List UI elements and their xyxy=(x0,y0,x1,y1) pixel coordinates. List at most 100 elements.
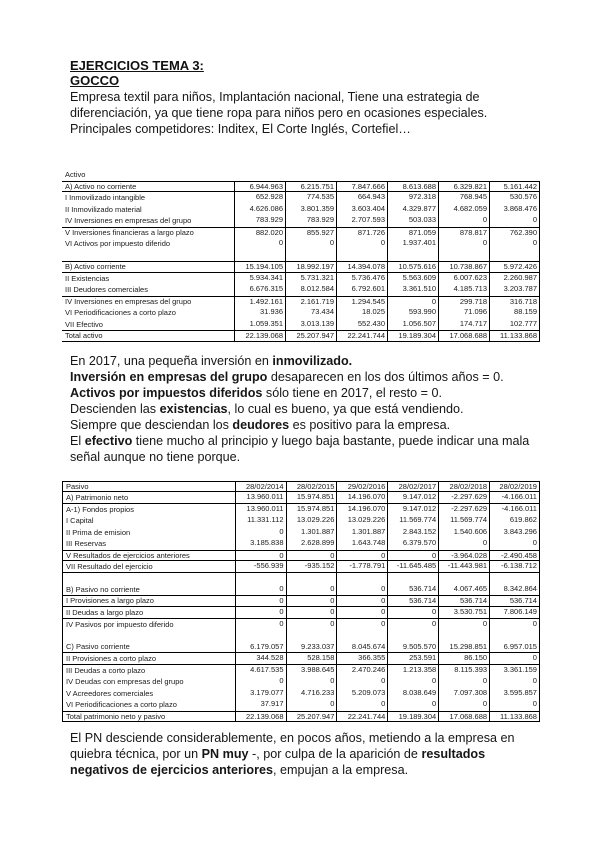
cell-value: 1.492.161 xyxy=(234,296,285,307)
table-row: VII Efectivo 1.059.351 3.013.139 552.430 1.0… xyxy=(62,318,540,330)
cell-value: 4.716.233 xyxy=(285,687,337,699)
cell-value: 13.029.226 xyxy=(285,515,337,527)
cell-value: 3.801.359 xyxy=(285,203,336,215)
cell-value: 28/02/2019 xyxy=(489,481,540,491)
cell-value: 73.434 xyxy=(285,307,336,319)
cell-value: 7.847.666 xyxy=(336,181,387,191)
cell-value: 0 xyxy=(234,595,286,606)
cell-value: 0 xyxy=(234,618,286,630)
table-row: II Prima de emision 0 1.301.887 1.301.887 2.… xyxy=(62,526,540,538)
cell-value: 3.361.159 xyxy=(489,664,540,676)
text: En 2017, una pequeña inversión en xyxy=(70,353,273,368)
cell-value: 1.937.401 xyxy=(387,238,438,250)
cell-value: 18.992.197 xyxy=(285,262,336,272)
text: Siempre que desciendan los xyxy=(70,417,233,432)
cell-value: 25.207.947 xyxy=(285,331,336,341)
cell-value: 768.945 xyxy=(438,192,489,204)
cell-value: 7.806.149 xyxy=(489,607,540,618)
table-row: A) Patrimonio neto 13.960.011 15.974.851 14… xyxy=(62,492,540,504)
cell-value: 4.617.535 xyxy=(234,664,286,676)
cell-value: 28/02/2018 xyxy=(438,481,489,491)
cell-value: 11.569.774 xyxy=(387,515,438,527)
cell-value: 3.988.645 xyxy=(285,664,337,676)
cell-value: 15.974.851 xyxy=(285,503,337,515)
intro-paragraph: Empresa textil para niños, Implantación … xyxy=(70,89,542,137)
row-label: II Deudas a largo plazo xyxy=(66,607,144,617)
cell-value: 783.929 xyxy=(285,215,336,227)
text: El xyxy=(70,433,85,448)
cell-value: -2.297.629 xyxy=(438,492,489,503)
cell-value: 9.147.012 xyxy=(387,492,438,503)
cell-value: 28/02/2015 xyxy=(285,481,337,491)
analysis-line: Descienden las existencias, lo cual es b… xyxy=(70,401,542,417)
text: El PN desciende considerablemente, en po… xyxy=(70,731,515,745)
cell-value: 552.430 xyxy=(336,318,387,330)
row-label: III Reservas xyxy=(66,539,107,548)
cell-value: 3.843.296 xyxy=(489,526,540,538)
table-row xyxy=(62,572,540,584)
cell-value: 15.194.105 xyxy=(234,262,285,272)
cell-value: 8.342.864 xyxy=(489,584,540,595)
bold-text: Inversión en empresas del grupo xyxy=(70,369,268,384)
cell-value: 6.792.601 xyxy=(336,284,387,296)
row-label: Total patrimonio neto y pasivo xyxy=(66,711,166,721)
cell-value: 528.158 xyxy=(285,653,337,664)
cell-value: 22.139.068 xyxy=(234,711,286,721)
cell-value: 0 xyxy=(438,699,489,711)
cell-value: 0 xyxy=(489,676,540,688)
row-label: IV Deudas con empresas del grupo xyxy=(66,677,184,686)
cell-value: 1.301.887 xyxy=(336,526,387,538)
cell-value: 6.957.015 xyxy=(489,641,540,652)
row-label: V Inversiones financieras a largo plazo xyxy=(65,228,194,237)
row-label: A) Activo no corriente xyxy=(65,181,137,191)
cell-value: 0 xyxy=(489,618,540,630)
cell-value: 536.714 xyxy=(489,595,540,606)
cell-value: 0 xyxy=(336,584,387,595)
cell-value: 3.203.787 xyxy=(489,284,540,296)
analysis-line: El efectivo tiene mucho al principio y l… xyxy=(70,433,542,465)
cell-value: 6.329.821 xyxy=(438,181,489,191)
cell-value: 4.067.465 xyxy=(438,584,489,595)
text: Principales competidores: Inditex, El Co… xyxy=(70,122,411,136)
cell-value: 593.990 xyxy=(387,307,438,319)
analysis-line: En 2017, una pequeña inversión en inmovi… xyxy=(70,353,542,369)
cell-value xyxy=(438,169,489,181)
cell-value: 2.161.719 xyxy=(285,296,336,307)
row-label: B) Activo corriente xyxy=(65,262,126,271)
cell-value: 5.736.476 xyxy=(336,272,387,284)
cell-value xyxy=(438,630,489,642)
cell-value xyxy=(234,630,286,642)
cell-value: 0 xyxy=(489,699,540,711)
cell-value: 0 xyxy=(387,618,438,630)
cell-value: 13.960.011 xyxy=(234,492,286,503)
cell-value: 10.575.616 xyxy=(387,262,438,272)
text: desaparecen en los dos últimos años = 0. xyxy=(267,369,504,384)
table-row: IV Pasivos por impuesto diferido 0 0 0 0 0 0 xyxy=(62,618,540,630)
text: sólo tiene en 2017, el resto = 0. xyxy=(262,385,443,400)
cell-value: -935.152 xyxy=(285,561,337,572)
text: Empresa textil para niños, Implantación … xyxy=(70,90,480,104)
cell-value: 88.159 xyxy=(489,307,540,319)
cell-value: 762.390 xyxy=(489,227,540,238)
text: Descienden las xyxy=(70,401,160,416)
text: , lo cual es bueno, ya que está vendiend… xyxy=(227,401,464,416)
table-row xyxy=(62,630,540,642)
cell-value: 2.628.899 xyxy=(285,538,337,550)
cell-value: 2.843.152 xyxy=(387,526,438,538)
table-row: VI Periodificaciones a corto plazo 31.936… xyxy=(62,307,540,319)
cell-value: 0 xyxy=(489,653,540,664)
row-label: II Inmovilizado material xyxy=(65,204,142,214)
cell-value: 0 xyxy=(489,538,540,550)
cell-value: 0 xyxy=(438,676,489,688)
row-label: I Inmovilizado intangible xyxy=(65,193,146,202)
cell-value: 0 xyxy=(336,699,387,711)
table-row: B) Pasivo no corriente 0 0 0 536.714 4.067.46… xyxy=(62,584,540,596)
table-row: C) Pasivo corriente 6.179.057 9.233.037 8.0… xyxy=(62,641,540,653)
pasivo-analysis: El PN desciende considerablemente, en po… xyxy=(70,730,542,778)
cell-value: 11.331.112 xyxy=(234,515,286,527)
table-row: V Acreedores comerciales 3.179.077 4.716.2… xyxy=(62,687,540,699)
row-label: VI Activos por impuesto diferido xyxy=(65,239,171,248)
row-label: II Existencias xyxy=(65,273,110,283)
cell-value: 0 xyxy=(285,618,337,630)
row-label: I Provisiones a largo plazo xyxy=(66,596,154,605)
